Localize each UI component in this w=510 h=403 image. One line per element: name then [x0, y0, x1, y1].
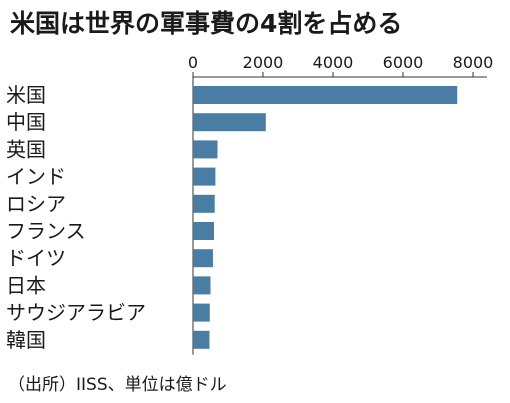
bar — [193, 167, 216, 186]
bar — [193, 86, 458, 104]
bar — [193, 303, 210, 322]
x-tick-label: 6000 — [383, 53, 424, 72]
x-tick-label: 0 — [188, 53, 198, 72]
bar — [193, 113, 266, 132]
bar — [193, 140, 218, 159]
x-tick-label: 8000 — [453, 53, 494, 72]
category-label: 韓国 — [6, 328, 46, 352]
x-tick-label: 4000 — [313, 53, 354, 72]
bar — [193, 194, 215, 213]
source-note: （出所）IISS、単位は億ドル — [8, 375, 227, 395]
bar — [193, 249, 213, 268]
category-label: 米国 — [6, 83, 46, 107]
category-label: ドイツ — [6, 246, 66, 270]
category-label: 英国 — [6, 137, 46, 161]
bar — [193, 276, 211, 295]
x-tick-label: 2000 — [243, 53, 284, 72]
bar — [193, 222, 214, 240]
bars — [193, 86, 458, 349]
chart-title: 米国は世界の軍事費の4割を占める — [10, 9, 402, 38]
category-label: ロシア — [6, 192, 66, 216]
x-axis: 0 2000 4000 6000 8000 — [188, 53, 493, 77]
bar — [193, 330, 210, 349]
category-label: 中国 — [6, 110, 46, 134]
category-label: インド — [6, 165, 66, 189]
category-label: サウジアラビア — [6, 301, 146, 325]
category-label: 日本 — [6, 273, 46, 297]
category-label: フランス — [6, 219, 86, 243]
